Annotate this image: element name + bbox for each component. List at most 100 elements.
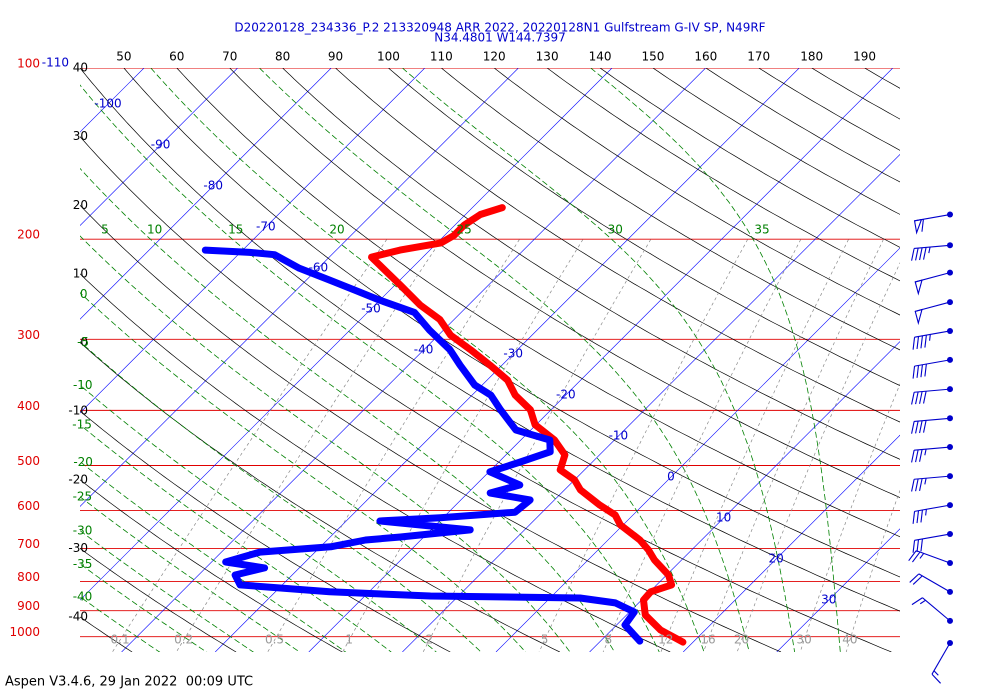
dry-adiabat-label: 20 xyxy=(73,198,88,212)
mixing-ratio-line xyxy=(845,489,900,652)
dry-adiabat xyxy=(229,68,900,498)
pressure-label: 1000 xyxy=(9,625,40,639)
barb-feather xyxy=(911,479,915,492)
isotherm xyxy=(214,68,800,652)
dry-adiabat-label: 90 xyxy=(328,50,343,64)
barb-feather xyxy=(912,511,916,524)
wind-barb xyxy=(914,299,953,326)
barb-pennant xyxy=(913,218,923,235)
barb-feather xyxy=(911,421,915,434)
moist-adiabat xyxy=(80,461,347,652)
footer: Aspen V3.4.6, 29 Jan 2022 00:09 UTC xyxy=(5,675,253,690)
barb-half-feather xyxy=(929,334,931,341)
barb-pennant xyxy=(914,279,923,296)
moist-adiabat xyxy=(80,563,208,652)
moist-adiabat xyxy=(80,292,527,652)
mixing-ratio-label: 5 xyxy=(541,633,549,647)
barb-feather xyxy=(920,509,923,523)
dry-adiabat-label: 80 xyxy=(275,50,290,64)
dry-adiabat-label: 110 xyxy=(430,50,453,64)
isotherm-label: -70 xyxy=(256,220,276,234)
barb-feather xyxy=(916,365,920,378)
mixing-ratio-line xyxy=(176,239,442,652)
pressure-label: 300 xyxy=(17,328,40,342)
isotherm-label: -60 xyxy=(309,261,329,275)
grid-layer xyxy=(80,68,900,652)
barb-feather xyxy=(911,597,923,606)
barb-feather xyxy=(916,336,920,350)
barb-feather xyxy=(908,550,917,562)
dry-adiabat xyxy=(80,410,451,652)
dry-adiabat xyxy=(80,68,900,612)
wind-barb xyxy=(931,640,953,684)
barb-feather xyxy=(915,420,919,434)
wind-barb xyxy=(911,386,953,405)
moist-adiabat-label: -30 xyxy=(73,524,93,538)
moist-adiabat xyxy=(80,167,615,652)
dry-adiabat xyxy=(705,68,900,183)
barb-staff xyxy=(914,504,951,512)
dry-adiabat xyxy=(80,547,237,652)
pressure-label: 400 xyxy=(17,399,40,413)
wind-barb xyxy=(911,473,953,492)
isotherm-label: -40 xyxy=(414,343,434,357)
dry-adiabat xyxy=(80,342,560,652)
barb-feather xyxy=(915,449,919,463)
barb-staff xyxy=(914,475,951,480)
barb-staff xyxy=(918,573,951,593)
dry-adiabat-label: 140 xyxy=(589,50,612,64)
wind-barb xyxy=(911,444,953,463)
barb-staff xyxy=(914,330,951,338)
isotherm-label: -20 xyxy=(556,388,576,402)
wind-barb xyxy=(913,211,953,235)
isotherm-label: -10 xyxy=(609,429,629,443)
barb-staff xyxy=(915,550,951,564)
dry-adiabat-label: 50 xyxy=(116,50,131,64)
pressure-label: 200 xyxy=(17,228,40,242)
isotherm-label: 10 xyxy=(716,511,731,525)
barb-feather xyxy=(919,420,923,434)
moist-adiabat-label: -40 xyxy=(73,590,93,604)
chart-title: D20220128_234336_P.2 213320948 ARR 2022,… xyxy=(234,21,765,35)
dry-adiabat xyxy=(282,68,900,460)
dry-adiabat-label: 30 xyxy=(73,129,88,143)
moist-adiabat xyxy=(80,496,301,652)
mixing-ratio-label: 0.5 xyxy=(265,633,284,647)
moist-adiabat xyxy=(402,68,796,652)
pressure-label: 100 xyxy=(17,57,40,71)
mixing-ratio-line xyxy=(538,239,748,652)
moist-adiabat xyxy=(590,68,841,652)
wind-barb xyxy=(914,269,953,296)
isotherm xyxy=(495,247,900,652)
barb-half-feather xyxy=(924,449,927,456)
pressure-label: 900 xyxy=(17,599,40,613)
moist-adiabat xyxy=(80,84,660,652)
profile-line xyxy=(201,246,644,645)
isotherm xyxy=(776,528,900,652)
moist-adiabat-label: -35 xyxy=(73,557,93,571)
barb-staff xyxy=(914,388,951,393)
barb-pennant xyxy=(914,308,923,326)
chart-subtitle: N34.4801 W144.7397 xyxy=(434,31,566,45)
mixing-ratio-line xyxy=(422,239,652,652)
barb-staff xyxy=(914,533,951,541)
isotherm-label: -50 xyxy=(361,302,381,316)
pressure-label: 800 xyxy=(17,570,40,584)
pressure-label: 500 xyxy=(17,454,40,468)
isotherm-label: -100 xyxy=(94,97,121,111)
barb-half-feather xyxy=(919,599,926,605)
wind-barb xyxy=(912,327,953,350)
dry-adiabat-label: 0 xyxy=(80,335,88,349)
mixing-ratio-label: 20 xyxy=(734,633,749,647)
isotherm-label: 0 xyxy=(667,470,675,484)
barb-half-feather xyxy=(928,246,931,254)
moist-adiabat-label: -10 xyxy=(73,378,93,392)
moist-adiabat-label: 20 xyxy=(329,223,344,237)
mixing-ratio-label: 40 xyxy=(842,633,857,647)
moist-adiabat-label: 10 xyxy=(147,223,162,237)
moist-adiabat-label: -15 xyxy=(72,417,92,431)
dry-adiabat-label: 100 xyxy=(377,50,400,64)
moist-adiabat-label: 25 xyxy=(457,223,472,237)
barb-feather xyxy=(921,219,924,232)
isotherm-label: -30 xyxy=(503,347,523,361)
